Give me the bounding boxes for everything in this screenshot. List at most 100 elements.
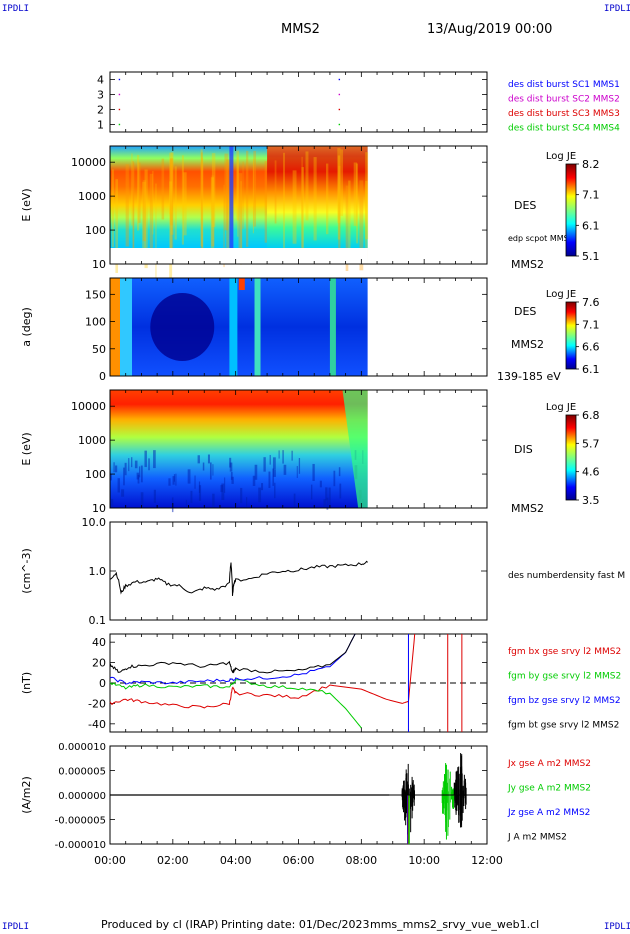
dis-energy-noise (323, 499, 327, 508)
des-pitch-band (120, 278, 132, 376)
dis-energy-noise (153, 450, 156, 469)
dis-energy-noise (212, 464, 214, 476)
des-energy-streak (292, 170, 297, 244)
density-ylabel: (cm^-3) (20, 548, 33, 594)
availability-legend: des dist burst SC3 MMS3 (508, 109, 620, 119)
colorbar-title: Log JE (546, 151, 576, 162)
dis-energy-noise (261, 483, 264, 491)
availability-y-label: 1 (97, 119, 104, 132)
des-energy-streak (138, 162, 141, 223)
colorbar-tick-label: 5.7 (582, 437, 600, 450)
dis-energy-noise (240, 487, 243, 504)
dis-energy-noise (117, 478, 120, 493)
dis-energy-noise (144, 450, 147, 468)
des-energy-streak (223, 184, 225, 268)
dis-energy-noise (168, 478, 171, 486)
des-energy-streak (169, 181, 173, 280)
dis-energy-noise (136, 472, 140, 480)
dis-energy-noise (121, 489, 125, 497)
dis-energy-noise (293, 493, 296, 508)
des-energy-y-label: 1000 (78, 190, 106, 203)
availability-point (118, 123, 121, 126)
time-axis-label: 04:00 (220, 854, 252, 867)
dis-energy-noise (190, 490, 193, 504)
current-y-label: 0.000005 (58, 767, 106, 778)
des-energy-streak (224, 153, 229, 231)
dis-energy-noise (140, 492, 144, 508)
colorbar-tick-label: 6.1 (582, 363, 600, 376)
availability-y-label: 4 (97, 74, 104, 87)
colorbar-tick-label: 5.1 (582, 250, 600, 263)
des-pitch-band (238, 278, 245, 290)
time-axis-label: 12:00 (471, 854, 503, 867)
des-energy-streak (170, 152, 174, 235)
dis-energy-spectrogram (110, 390, 368, 508)
dis-energy-noise (319, 480, 322, 488)
density-legend: des numberdensity fast M (508, 571, 625, 581)
dis-energy-noise (269, 454, 271, 465)
dis-energy-noise (185, 499, 187, 507)
dis-energy-noise (339, 483, 342, 499)
colorbar-tick-label: 6.8 (582, 409, 600, 422)
current-legend: Jy gse A m2 MMS2 (507, 784, 591, 794)
des-energy-streak (155, 183, 157, 283)
dis-energy-noise (124, 462, 127, 476)
des-pitch-right-label: DES (514, 305, 536, 318)
time-axis-label: 00:00 (94, 854, 126, 867)
date-title: 13/Aug/2019 00:00 (427, 22, 553, 37)
colorbar-tick-label: 6.1 (582, 219, 600, 232)
des-energy-streak (246, 150, 249, 247)
bfield-legend: fgm bt gse srvy l2 MMS2 (508, 721, 619, 731)
dis-energy-noise (326, 497, 329, 510)
des-pitch-y-label: 100 (85, 316, 106, 329)
colorbar-tick-label: 7.1 (582, 318, 600, 331)
des-energy-streak (174, 166, 177, 240)
availability-point (338, 123, 341, 126)
des-energy-streak (200, 152, 203, 250)
dis-energy-noise (268, 471, 271, 488)
dis-energy-y-label: 100 (85, 468, 106, 481)
dis-energy-noise (139, 466, 141, 478)
des-energy-streak (132, 161, 134, 259)
des-pitch-spectrogram (110, 278, 368, 376)
footer-config: mms_mms2_srvy_vue_web1.cl (370, 918, 540, 931)
bfield-legend: fgm by gse srvy l2 MMS2 (508, 672, 621, 682)
des-energy-streak (301, 156, 303, 248)
current-y-label: -0.000005 (55, 816, 106, 827)
des-energy-streak (253, 150, 257, 227)
des-pitch-right-label: MMS2 (511, 338, 544, 351)
des-energy-streak (236, 150, 240, 221)
des-pitch-y-label: 0 (99, 370, 106, 383)
dis-energy-noise (187, 469, 191, 484)
bfield-y-label: -20 (88, 697, 106, 710)
dis-energy-noise (231, 476, 234, 484)
colorbar-title: Log JE (546, 402, 576, 413)
colorbar (565, 163, 577, 257)
dis-energy-noise (113, 462, 115, 473)
des-pitch-band (229, 278, 238, 376)
dis-energy-fade (342, 390, 368, 508)
dis-energy-noise (282, 450, 284, 464)
time-axis-label: 06:00 (283, 854, 315, 867)
dis-energy-noise (272, 468, 275, 486)
des-energy-streak (200, 149, 203, 247)
bfield-legend: fgm bx gse srvy l2 MMS2 (508, 647, 621, 657)
bfield-y-label: 0 (99, 677, 106, 690)
des-energy-streak (142, 181, 146, 253)
des-energy-streak (313, 157, 317, 241)
dis-energy-noise (153, 489, 156, 503)
des-energy-streak (283, 152, 285, 253)
dis-energy-noise (310, 484, 313, 500)
bfield-legend: fgm bz gse srvy l2 MMS2 (508, 696, 621, 706)
bfield-line (109, 633, 356, 674)
density-line (109, 560, 368, 596)
colorbar (565, 414, 577, 501)
des-energy-y-label: 100 (85, 224, 106, 237)
dis-energy-noise (224, 477, 226, 493)
time-axis-label: 08:00 (345, 854, 377, 867)
availability-y-label: 3 (97, 89, 104, 102)
dis-energy-noise (272, 457, 276, 470)
availability-frame (109, 71, 488, 133)
dis-energy-noise (296, 465, 298, 478)
